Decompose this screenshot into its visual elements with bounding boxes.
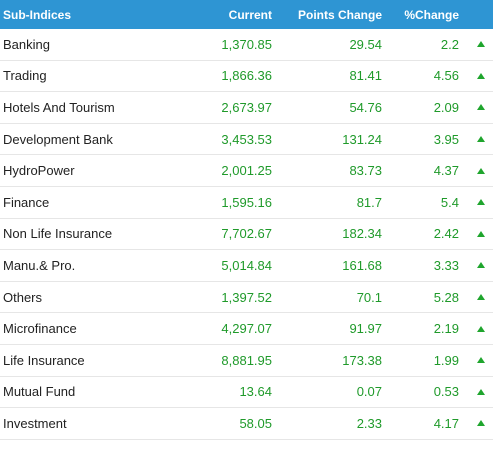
row-points-change: 131.24: [342, 131, 382, 147]
up-arrow-icon: [477, 294, 485, 301]
row-pct-change: 5.4: [440, 194, 459, 210]
row-sub-index-name: Non Life Insurance: [3, 226, 113, 242]
header-pct-change[interactable]: %Change: [404, 7, 459, 22]
up-arrow-icon: [477, 199, 485, 206]
sub-indices-table: Sub-Indices Current Points Change %Chang…: [0, 0, 493, 440]
row-points-change: 91.97: [349, 321, 382, 337]
row-points-change: 70.1: [356, 289, 382, 305]
row-points-change: 81.41: [349, 68, 382, 84]
row-sub-index-name: Investment: [3, 415, 67, 431]
table-header: Sub-Indices Current Points Change %Chang…: [0, 0, 493, 29]
row-sub-index-name: Finance: [3, 194, 50, 210]
row-pct-change: 1.99: [433, 352, 459, 368]
header-sub-indices[interactable]: Sub-Indices: [3, 7, 72, 22]
up-arrow-icon: [477, 136, 485, 143]
row-sub-index-name: Development Bank: [3, 131, 113, 147]
table-row: HydroPower 2,001.25 83.73 4.37: [0, 155, 493, 187]
up-arrow-icon: [477, 388, 485, 395]
table-row: Manu.& Pro. 5,014.84 161.68 3.33: [0, 250, 493, 282]
row-pct-change: 5.28: [433, 289, 459, 305]
row-current-value: 7,702.67: [221, 226, 272, 242]
row-sub-index-name: Mutual Fund: [3, 384, 76, 400]
row-pct-change: 2.42: [433, 226, 459, 242]
row-current-value: 58.05: [239, 415, 272, 431]
table-row: Banking 1,370.85 29.54 2.2: [0, 29, 493, 61]
up-arrow-icon: [477, 72, 485, 79]
row-current-value: 1,866.36: [221, 68, 272, 84]
table-row: Investment 58.05 2.33 4.17: [0, 408, 493, 440]
row-current-value: 13.64: [239, 384, 272, 400]
row-current-value: 4,297.07: [221, 321, 272, 337]
row-pct-change: 0.53: [433, 384, 459, 400]
row-points-change: 0.07: [356, 384, 382, 400]
row-sub-index-name: Manu.& Pro.: [3, 257, 76, 273]
row-sub-index-name: Trading: [3, 68, 47, 84]
row-current-value: 1,370.85: [221, 36, 272, 52]
row-sub-index-name: HydroPower: [3, 163, 75, 179]
row-current-value: 5,014.84: [221, 257, 272, 273]
row-points-change: 29.54: [349, 36, 382, 52]
row-pct-change: 4.56: [433, 68, 459, 84]
row-pct-change: 2.2: [440, 36, 459, 52]
header-points-change[interactable]: Points Change: [297, 7, 382, 22]
table-row: Hotels And Tourism 2,673.97 54.76 2.09: [0, 92, 493, 124]
table-row: Life Insurance 8,881.95 173.38 1.99: [0, 345, 493, 377]
header-current[interactable]: Current: [228, 7, 272, 22]
table-row: Development Bank 3,453.53 131.24 3.95: [0, 124, 493, 156]
row-current-value: 8,881.95: [221, 352, 272, 368]
up-arrow-icon: [477, 230, 485, 237]
row-points-change: 81.7: [356, 194, 382, 210]
up-arrow-icon: [477, 420, 485, 427]
row-sub-index-name: Microfinance: [3, 321, 77, 337]
up-arrow-icon: [477, 357, 485, 364]
row-pct-change: 2.09: [433, 99, 459, 115]
row-pct-change: 4.17: [433, 415, 459, 431]
row-current-value: 2,673.97: [221, 99, 272, 115]
row-points-change: 54.76: [349, 99, 382, 115]
table-row: Non Life Insurance 7,702.67 182.34 2.42: [0, 219, 493, 251]
row-points-change: 182.34: [342, 226, 382, 242]
row-sub-index-name: Hotels And Tourism: [3, 99, 115, 115]
row-points-change: 2.33: [356, 415, 382, 431]
row-current-value: 3,453.53: [221, 131, 272, 147]
table-row: Others 1,397.52 70.1 5.28: [0, 282, 493, 314]
row-sub-index-name: Banking: [3, 36, 50, 52]
table-row: Trading 1,866.36 81.41 4.56: [0, 61, 493, 93]
row-points-change: 83.73: [349, 163, 382, 179]
table-row: Mutual Fund 13.64 0.07 0.53: [0, 377, 493, 409]
row-pct-change: 3.33: [433, 257, 459, 273]
row-current-value: 2,001.25: [221, 163, 272, 179]
row-pct-change: 3.95: [433, 131, 459, 147]
row-sub-index-name: Others: [3, 289, 43, 305]
row-points-change: 161.68: [342, 257, 382, 273]
row-pct-change: 2.19: [433, 321, 459, 337]
table-row: Microfinance 4,297.07 91.97 2.19: [0, 313, 493, 345]
row-sub-index-name: Life Insurance: [3, 352, 85, 368]
row-pct-change: 4.37: [433, 163, 459, 179]
row-current-value: 1,397.52: [221, 289, 272, 305]
table-row: Finance 1,595.16 81.7 5.4: [0, 187, 493, 219]
up-arrow-icon: [477, 262, 485, 269]
up-arrow-icon: [477, 104, 485, 111]
up-arrow-icon: [477, 325, 485, 332]
up-arrow-icon: [477, 167, 485, 174]
row-current-value: 1,595.16: [221, 194, 272, 210]
row-points-change: 173.38: [342, 352, 382, 368]
up-arrow-icon: [477, 41, 485, 48]
